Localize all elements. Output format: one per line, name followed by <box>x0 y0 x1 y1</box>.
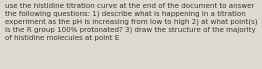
Text: use the histidine titration curve at the end of the document to answer the follo: use the histidine titration curve at the… <box>5 3 258 41</box>
